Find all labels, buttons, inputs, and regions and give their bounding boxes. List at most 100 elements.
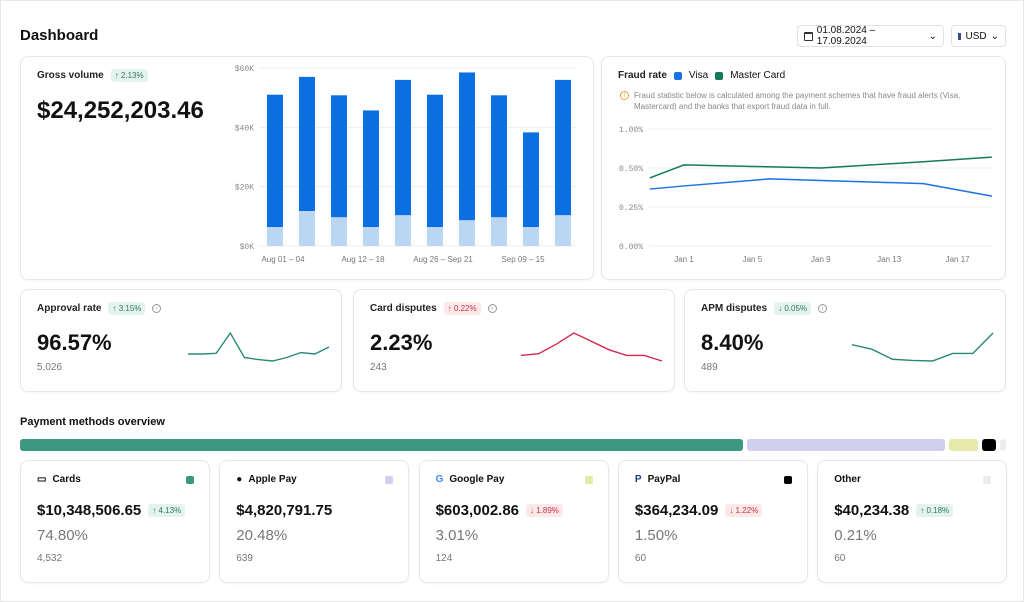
payment-amount: $10,348,506.65: [37, 502, 142, 519]
payment-count: 60: [834, 553, 846, 564]
bar-segment: [395, 79, 411, 216]
y-tick-label: $0K: [240, 243, 255, 252]
bar-segment: [427, 94, 443, 228]
card-icon: ▭: [37, 474, 47, 485]
info-icon[interactable]: i: [818, 304, 828, 313]
x-tick-label: Sep 09 – 15: [501, 255, 545, 264]
change-badge: ↑ 3.15%: [108, 302, 146, 315]
bar-segment: [267, 227, 283, 246]
date-range-picker[interactable]: 01.08.2024 – 17.09.2024 ⌄: [797, 25, 944, 47]
payment-method-card[interactable]: ▭ Cards $10,348,506.65 ↑ 4.13% 74.80% 4,5…: [20, 460, 210, 583]
payment-method-name: Apple Pay: [248, 474, 297, 485]
info-icon[interactable]: i: [152, 304, 162, 313]
x-tick-label: Jan 9: [811, 255, 831, 264]
payment-method-card[interactable]: ● Apple Pay $4,820,791.75 20.48% 639: [219, 460, 410, 583]
gross-volume-chart: $60K $40K $20K $0K Aug 01 – 04 Aug 12 – 18 Aug…: [235, 65, 576, 264]
kpi-value: 8.40%: [701, 330, 764, 355]
color-swatch: [186, 476, 194, 484]
color-swatch: [584, 476, 593, 484]
kpi-card: Approval rate ↑ 3.15% i 96.57% 5,026: [20, 289, 342, 392]
y-tick-label: $40K: [235, 124, 254, 133]
legend-swatch-mastercard: [715, 71, 724, 80]
change-badge: ↓ 1.22%: [725, 504, 763, 517]
change-badge: ↑ 2.13%: [110, 69, 148, 82]
legend-mastercard: Master Card: [730, 70, 786, 81]
bar-segment: [491, 217, 507, 246]
payment-count: 4,532: [37, 553, 63, 564]
bar-segment: [555, 215, 571, 246]
page-title: Dashboard: [20, 27, 99, 44]
payment-method-name: Google Pay: [449, 474, 505, 485]
bar-segment: [555, 79, 571, 216]
y-tick-label: 0.50%: [619, 165, 643, 174]
change-badge: ↓ 0.05%: [774, 302, 812, 315]
kpi-value: 96.57%: [37, 330, 112, 355]
bar-segment: [459, 220, 475, 246]
payment-method-card[interactable]: G Google Pay $603,002.86 ↓ 1.89% 3.01% 12…: [418, 460, 609, 583]
info-icon[interactable]: i: [487, 304, 497, 313]
x-tick-label: Jan 17: [946, 255, 971, 264]
kpi-card: APM disputes ↓ 0.05% i 8.40% 489: [684, 289, 1006, 392]
share-segment: [1000, 439, 1006, 451]
kpi-card: Card disputes ↑ 0.22% i 2.23% 243: [353, 289, 675, 392]
series-line-visa: [649, 178, 992, 197]
payment-methods-title: Payment methods overview: [20, 416, 165, 428]
bar-segment: [395, 215, 411, 246]
gross-volume-card: Gross volume ↑ 2.13% $24,252,203.46 $60K…: [20, 56, 594, 280]
warning-icon: !: [620, 91, 629, 100]
sparkline: [188, 331, 330, 362]
gross-volume-label: Gross volume: [37, 70, 104, 81]
bar-segment: [459, 72, 475, 221]
payment-amount: $364,234.09: [634, 502, 719, 519]
paypal-icon: P: [634, 474, 642, 485]
series-line-master-card: [649, 156, 992, 179]
kpi-value: 2.23%: [370, 330, 433, 355]
legend-swatch-visa: [673, 71, 682, 80]
currency-select[interactable]: USD ⌄: [951, 25, 1006, 47]
payment-share: 20.48%: [236, 527, 288, 544]
bar-segment: [363, 110, 379, 228]
kpi-count: 243: [370, 362, 387, 373]
payment-count: 60: [634, 553, 647, 564]
kpi-count: 5,026: [37, 362, 63, 373]
sparkline-line: [188, 331, 330, 362]
color-swatch: [783, 476, 792, 484]
y-tick-label: $20K: [235, 184, 254, 193]
bar-segment: [299, 76, 315, 211]
x-tick-label: Jan 13: [877, 255, 902, 264]
fraud-note-text: Fraud statistic below is calculated amon…: [634, 91, 961, 111]
payment-share: 74.80%: [37, 527, 88, 544]
google-icon: G: [435, 474, 444, 485]
fraud-rate-chart: 1.00% 0.50% 0.25% 0.00% Jan 1 Jan 5 Jan 9 Jan 1…: [619, 126, 992, 264]
apple-icon: ●: [236, 474, 243, 485]
us-flag-icon: [958, 32, 962, 40]
change-badge: ↑ 4.13%: [148, 504, 186, 517]
payment-method-card[interactable]: P PayPal $364,234.09 ↓ 1.22% 1.50% 60: [617, 460, 808, 583]
fraud-rate-title: Fraud rate: [618, 70, 667, 81]
payment-share: 3.01%: [435, 527, 479, 544]
change-badge: ↓ 1.89%: [526, 504, 563, 517]
payment-count: 124: [435, 553, 453, 564]
sparkline: [851, 332, 994, 362]
x-tick-label: Jan 1: [674, 255, 694, 264]
chevron-down-icon: ⌄: [928, 30, 937, 42]
payment-count: 639: [236, 553, 253, 564]
payment-method-name: Other: [834, 474, 861, 485]
kpi-label: Card disputes: [370, 303, 437, 314]
sparkline-line: [520, 332, 663, 362]
calendar-icon: [804, 31, 813, 41]
y-tick-label: 0.00%: [619, 243, 643, 252]
color-swatch: [983, 476, 992, 484]
share-segment: [746, 439, 945, 451]
color-swatch: [385, 476, 394, 484]
bar-segment: [491, 95, 507, 218]
kpi-label: APM disputes: [701, 303, 768, 314]
kpi-label: Approval rate: [37, 303, 102, 314]
y-tick-label: 1.00%: [619, 126, 643, 135]
payment-method-card[interactable]: Other $40,234.38 ↑ 0.18% 0.21% 60: [817, 460, 1008, 583]
x-tick-label: Jan 5: [743, 255, 763, 264]
currency-value: USD: [965, 30, 987, 42]
fraud-rate-card: Fraud rate Visa Master Card ! Fraud stat…: [601, 56, 1006, 280]
bar-segment: [523, 227, 539, 246]
bar-segment: [363, 227, 379, 246]
